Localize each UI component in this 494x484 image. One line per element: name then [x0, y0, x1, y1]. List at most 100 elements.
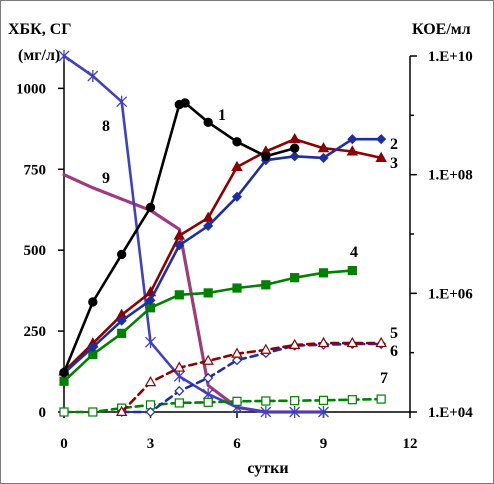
data-point	[260, 343, 272, 354]
data-point	[347, 395, 357, 405]
left-tick-label: 750	[24, 162, 47, 178]
data-point	[346, 145, 359, 156]
data-point	[87, 70, 99, 83]
data-point	[289, 406, 301, 418]
data-point	[145, 336, 156, 349]
data-point	[173, 361, 186, 372]
data-point	[232, 396, 242, 406]
data-point	[115, 405, 128, 416]
series-9: 9	[62, 170, 326, 414]
data-point	[203, 372, 214, 384]
data-point	[232, 283, 242, 293]
data-point	[180, 98, 190, 108]
series-label: 8	[102, 118, 110, 135]
series-4: 4	[59, 244, 358, 386]
data-point	[231, 160, 243, 172]
data-point	[318, 152, 329, 163]
series-line	[62, 137, 383, 375]
data-point	[318, 406, 329, 418]
series-1: 1	[59, 98, 300, 378]
data-point	[203, 220, 214, 231]
data-point	[231, 355, 243, 366]
data-point	[261, 280, 271, 290]
data-point	[203, 117, 213, 128]
left-tick-label: 1000	[16, 81, 46, 97]
data-point	[173, 370, 185, 383]
data-point	[145, 202, 156, 213]
data-point	[174, 240, 185, 251]
x-tick-label: 12	[403, 436, 418, 452]
right-tick-label: 1.E+10	[428, 49, 473, 65]
series-line	[62, 137, 383, 373]
data-point	[59, 367, 69, 378]
series-label: 7	[380, 370, 388, 387]
data-point	[59, 407, 69, 417]
data-point	[376, 394, 386, 404]
data-point	[318, 268, 329, 278]
series-7: 7	[59, 370, 388, 417]
series-label: 1	[218, 107, 226, 124]
data-point	[116, 315, 127, 326]
series-label: 6	[390, 343, 398, 360]
x-tick-label: 9	[320, 436, 328, 452]
data-point	[174, 385, 185, 397]
data-point	[173, 229, 186, 240]
data-point	[117, 328, 127, 338]
series-label: 9	[102, 170, 110, 187]
data-point	[290, 396, 300, 406]
data-point	[290, 273, 300, 283]
series-label: 3	[390, 155, 398, 172]
data-point	[232, 137, 242, 147]
data-point	[87, 342, 98, 353]
data-point	[145, 295, 156, 306]
left-axis-title: ХБК, СГ	[8, 21, 71, 38]
plot-area: 9 8 765 4 3 2 1	[58, 50, 398, 418]
data-point	[145, 406, 156, 418]
series-5: 5	[115, 325, 398, 416]
series-8: 8	[58, 50, 329, 418]
left-tick-label: 500	[24, 243, 47, 259]
data-point	[376, 134, 387, 145]
x-tick-label: 6	[233, 436, 241, 452]
data-point	[231, 347, 243, 358]
series-line	[62, 397, 383, 414]
right-tick-label: 1.E+08	[428, 168, 473, 184]
data-point	[174, 398, 184, 408]
series-label: 4	[350, 244, 358, 261]
data-point	[88, 407, 98, 417]
data-point	[116, 95, 128, 108]
data-point	[375, 336, 387, 348]
data-point	[261, 151, 271, 162]
data-point	[375, 151, 387, 162]
right-tick-label: 1.E+04	[428, 405, 473, 421]
series-label: 5	[390, 325, 398, 342]
data-point	[317, 336, 330, 348]
data-point	[88, 297, 98, 307]
data-point	[231, 191, 243, 202]
data-point	[116, 249, 127, 260]
data-point	[289, 143, 300, 153]
data-point	[288, 132, 301, 144]
data-point	[59, 376, 69, 386]
series-3: 3	[58, 132, 398, 376]
data-point	[347, 134, 358, 145]
data-point	[174, 290, 184, 300]
data-point	[203, 288, 213, 298]
left-tick-label: 250	[24, 324, 47, 340]
data-point	[58, 50, 70, 62]
data-point	[144, 375, 157, 387]
series-line	[120, 341, 383, 414]
data-point	[261, 396, 271, 406]
data-point	[347, 265, 357, 276]
axes: 0 3 6 9 12025050075010001.E+041.E+061.E+081.…	[16, 49, 473, 452]
data-point	[317, 142, 330, 153]
data-point	[288, 338, 301, 350]
right-tick-label: 1.E+06	[428, 286, 473, 302]
data-point	[346, 336, 359, 348]
x-axis-label: сутки	[247, 460, 288, 477]
left-axis-unit: (мг/л)	[18, 47, 60, 64]
data-point	[260, 406, 272, 418]
left-tick-label: 0	[39, 405, 47, 421]
data-point	[202, 354, 214, 365]
